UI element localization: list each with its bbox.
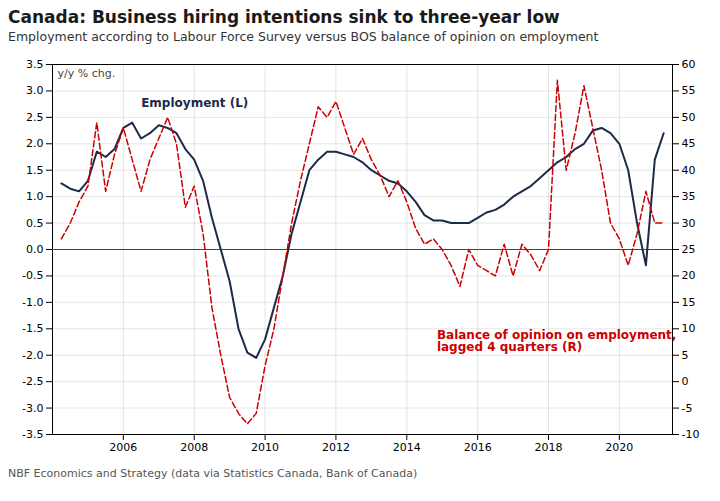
svg-text:-10: -10 (682, 428, 700, 441)
svg-text:3.0: 3.0 (26, 84, 44, 97)
svg-text:2016: 2016 (464, 441, 492, 454)
svg-text:2.5: 2.5 (26, 111, 44, 124)
svg-text:-2.5: -2.5 (22, 375, 43, 388)
svg-text:60: 60 (682, 58, 696, 71)
svg-text:20: 20 (682, 269, 696, 282)
svg-text:1.5: 1.5 (26, 164, 44, 177)
svg-text:40: 40 (682, 164, 696, 177)
html-text:Canada: Business hiring intent: Canada: Business hiring intentions sink … (8, 7, 560, 27)
svg-text:1.0: 1.0 (26, 190, 44, 203)
svg-text:3.5: 3.5 (26, 58, 44, 71)
svg-text:50: 50 (682, 111, 696, 124)
svg-text:2006: 2006 (109, 441, 137, 454)
svg-text:2008: 2008 (180, 441, 208, 454)
svg-text:15: 15 (682, 296, 696, 309)
svg-text:55: 55 (682, 84, 696, 97)
svg-text:10: 10 (682, 322, 696, 335)
svg-text:-0.5: -0.5 (22, 269, 43, 282)
svg-text:2012: 2012 (322, 441, 350, 454)
svg-text:0.0: 0.0 (26, 243, 44, 256)
svg-text:30: 30 (682, 217, 696, 230)
svg-text:2014: 2014 (393, 441, 421, 454)
svg-text:-1.5: -1.5 (22, 322, 43, 335)
svg-text:2020: 2020 (605, 441, 633, 454)
svg-text:0: 0 (682, 375, 689, 388)
html-text:Employment according to Labour: Employment according to Labour Force Sur… (8, 29, 599, 44)
svg-text:-5: -5 (682, 402, 693, 415)
svg-text:-3.5: -3.5 (22, 428, 43, 441)
svg-text:45: 45 (682, 137, 696, 150)
svg-text:35: 35 (682, 190, 696, 203)
svg-text:y/y % chg.: y/y % chg. (58, 67, 116, 80)
svg-text:Balance of opinion on employme: Balance of opinion on employment,lagged … (437, 328, 677, 354)
svg-text:25: 25 (682, 243, 696, 256)
svg-text:0.5: 0.5 (26, 217, 44, 230)
svg-text:2018: 2018 (535, 441, 563, 454)
html-text:NBF Economics and Strategy (da: NBF Economics and Strategy (data via Sta… (8, 467, 418, 480)
svg-text:-1.0: -1.0 (22, 296, 43, 309)
svg-text:2010: 2010 (251, 441, 279, 454)
svg-text:-3.0: -3.0 (22, 402, 43, 415)
svg-text:-2.0: -2.0 (22, 349, 43, 362)
svg-text:Employment (L): Employment (L) (141, 96, 248, 110)
svg-text:5: 5 (682, 349, 689, 362)
svg-text:2.0: 2.0 (26, 137, 44, 150)
